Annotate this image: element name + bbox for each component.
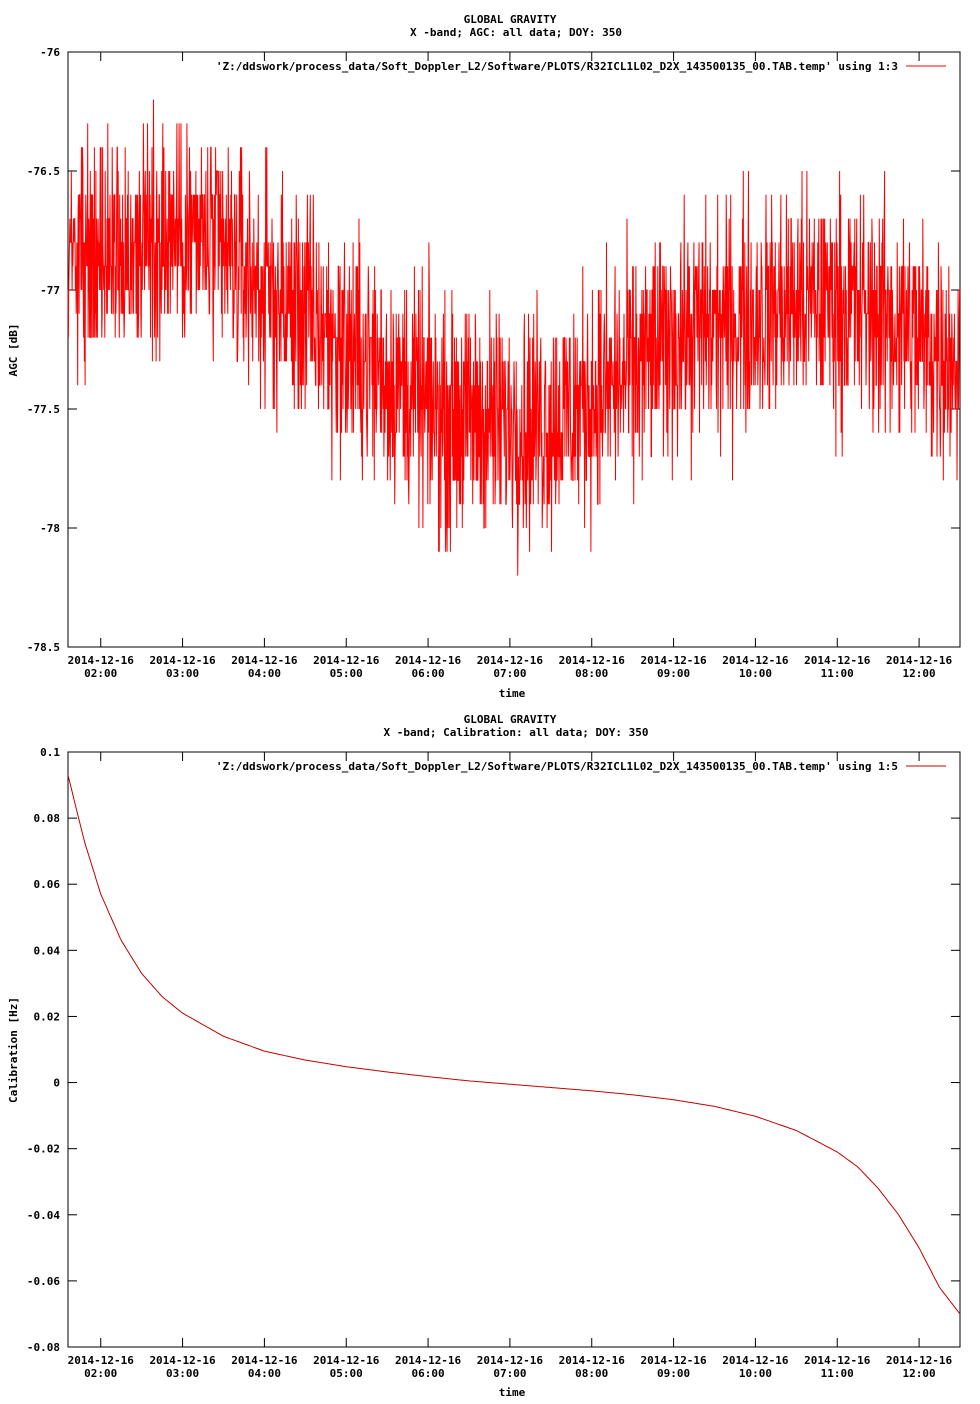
x-tick-date: 2014-12-16 <box>477 654 544 667</box>
y-tick-label: 0.02 <box>34 1010 61 1023</box>
x-tick-date: 2014-12-16 <box>722 654 789 667</box>
x-tick-time: 12:00 <box>903 1367 936 1380</box>
x-tick-date: 2014-12-16 <box>68 654 135 667</box>
legend-label: 'Z:/ddswork/process_data/Soft_Doppler_L2… <box>216 760 898 773</box>
y-tick-label: -78.5 <box>27 641 60 654</box>
chart-title: GLOBAL GRAVITY <box>464 713 557 726</box>
x-tick-date: 2014-12-16 <box>231 1354 298 1367</box>
x-axis-label: time <box>499 687 526 700</box>
series-layer <box>67 99 961 576</box>
x-tick-date: 2014-12-16 <box>559 654 626 667</box>
x-tick-date: 2014-12-16 <box>395 654 462 667</box>
x-tick-time: 02:00 <box>84 667 117 680</box>
y-tick-label: -0.04 <box>27 1209 60 1222</box>
y-tick-label: -76.5 <box>27 165 60 178</box>
series-line <box>67 99 961 576</box>
x-tick-date: 2014-12-16 <box>886 654 953 667</box>
y-tick-label: -0.02 <box>27 1143 60 1156</box>
x-tick-date: 2014-12-16 <box>395 1354 462 1367</box>
x-tick-time: 05:00 <box>330 1367 363 1380</box>
x-tick-time: 09:00 <box>657 667 690 680</box>
legend-label: 'Z:/ddswork/process_data/Soft_Doppler_L2… <box>216 60 898 73</box>
y-tick-label: -0.08 <box>27 1341 60 1354</box>
plot-frame <box>67 51 961 648</box>
x-tick-time: 10:00 <box>739 667 772 680</box>
agc-chart: GLOBAL GRAVITY X -band; AGC: all data; D… <box>7 13 961 700</box>
y-axis-label: AGC [dB] <box>7 324 20 377</box>
x-tick-time: 08:00 <box>575 667 608 680</box>
y-tick-label: -76 <box>40 46 60 59</box>
calibration-chart: GLOBAL GRAVITY X -band; Calibration: all… <box>7 713 961 1399</box>
y-axis-label: Calibration [Hz] <box>7 997 20 1103</box>
y-tick-label: -0.06 <box>27 1275 60 1288</box>
x-tick-time: 03:00 <box>166 667 199 680</box>
x-tick-time: 06:00 <box>412 1367 445 1380</box>
y-tick-label: 0 <box>53 1077 60 1090</box>
y-tick-label: 0.04 <box>34 944 61 957</box>
x-tick-date: 2014-12-16 <box>640 654 707 667</box>
y-tick-label: 0.06 <box>34 878 61 891</box>
x-ticks: 2014-12-1602:002014-12-1603:002014-12-16… <box>68 52 953 680</box>
chart-subtitle: X -band; Calibration: all data; DOY: 350 <box>384 726 649 739</box>
y-tick-label: -77 <box>40 284 60 297</box>
x-tick-time: 04:00 <box>248 1367 281 1380</box>
x-tick-date: 2014-12-16 <box>149 1354 216 1367</box>
x-tick-time: 10:00 <box>739 1367 772 1380</box>
x-tick-time: 03:00 <box>166 1367 199 1380</box>
x-tick-date: 2014-12-16 <box>313 654 380 667</box>
chart-subtitle: X -band; AGC: all data; DOY: 350 <box>410 26 622 39</box>
x-tick-date: 2014-12-16 <box>804 1354 871 1367</box>
chart-title: GLOBAL GRAVITY <box>464 13 557 26</box>
x-tick-time: 09:00 <box>657 1367 690 1380</box>
x-tick-date: 2014-12-16 <box>559 1354 626 1367</box>
x-tick-date: 2014-12-16 <box>477 1354 544 1367</box>
x-tick-time: 08:00 <box>575 1367 608 1380</box>
x-tick-time: 11:00 <box>821 1367 854 1380</box>
x-ticks: 2014-12-1602:002014-12-1603:002014-12-16… <box>68 752 953 1380</box>
y-tick-label: -77.5 <box>27 403 60 416</box>
y-tick-label: 0.1 <box>40 746 60 759</box>
x-tick-time: 06:00 <box>412 667 445 680</box>
x-tick-time: 07:00 <box>493 667 526 680</box>
x-tick-date: 2014-12-16 <box>722 1354 789 1367</box>
x-tick-date: 2014-12-16 <box>68 1354 135 1367</box>
series-layer <box>67 774 961 1315</box>
y-tick-label: -78 <box>40 522 60 535</box>
x-axis-label: time <box>499 1386 526 1399</box>
x-tick-time: 07:00 <box>493 1367 526 1380</box>
x-tick-date: 2014-12-16 <box>640 1354 707 1367</box>
x-tick-date: 2014-12-16 <box>231 654 298 667</box>
x-tick-date: 2014-12-16 <box>804 654 871 667</box>
series-line <box>67 774 961 1315</box>
x-tick-time: 11:00 <box>821 667 854 680</box>
x-tick-time: 04:00 <box>248 667 281 680</box>
x-tick-date: 2014-12-16 <box>313 1354 380 1367</box>
y-tick-label: 0.08 <box>34 812 61 825</box>
x-tick-time: 05:00 <box>330 667 363 680</box>
plot-frame <box>67 751 961 1348</box>
x-tick-time: 02:00 <box>84 1367 117 1380</box>
x-tick-time: 12:00 <box>903 667 936 680</box>
y-ticks: 0.1 0.08 0.06 0.04 0.02 0 -0.02 -0.04 -0.06 -0.08 <box>27 746 960 1354</box>
x-tick-date: 2014-12-16 <box>886 1354 953 1367</box>
x-tick-date: 2014-12-16 <box>149 654 216 667</box>
